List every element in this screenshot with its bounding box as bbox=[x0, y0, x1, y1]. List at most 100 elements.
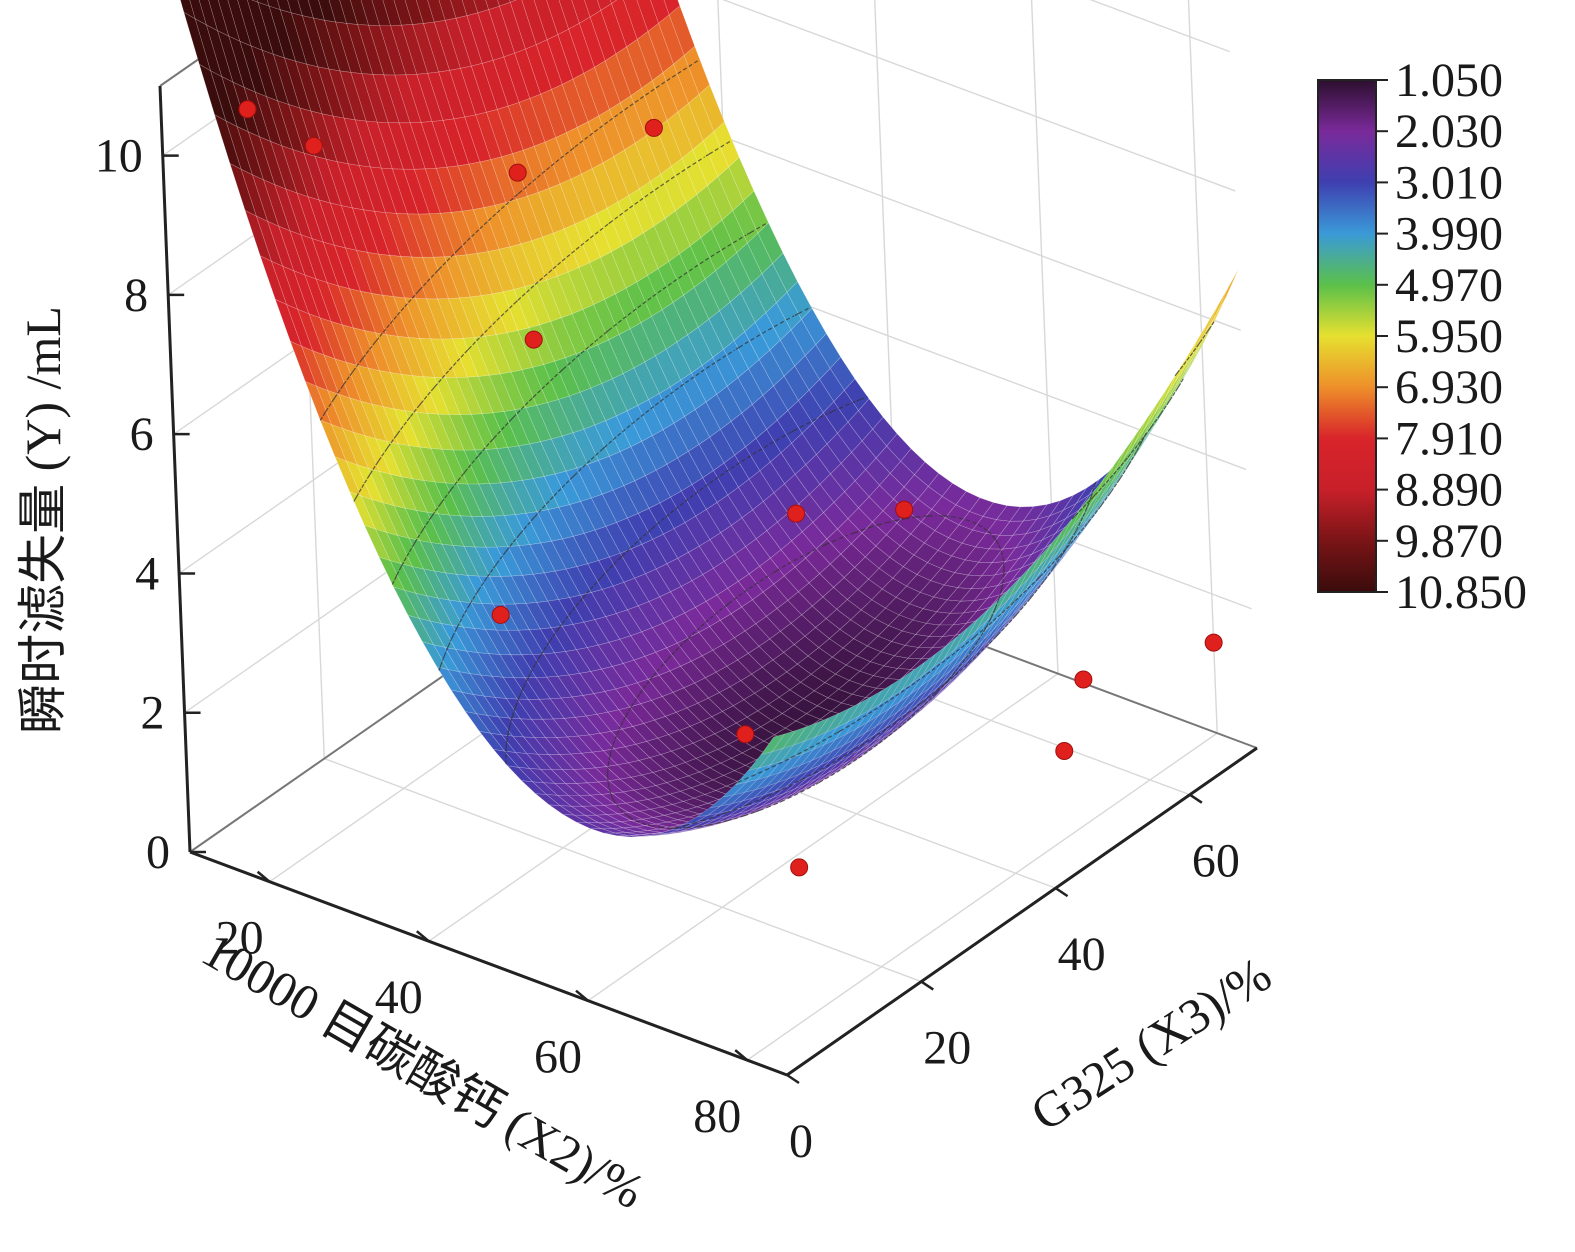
surface-patch bbox=[615, 46, 642, 97]
surface-patch bbox=[601, 585, 628, 614]
surface-patch bbox=[821, 656, 847, 675]
surface-patch bbox=[325, 158, 353, 209]
surface-patch bbox=[723, 454, 750, 488]
contour-line bbox=[505, 396, 1097, 829]
axis-tick bbox=[256, 870, 271, 883]
surface-patch bbox=[615, 410, 642, 448]
surface-patch bbox=[817, 753, 842, 774]
surface-patch bbox=[840, 693, 867, 707]
tick-labels: 0 2 4 6 8 10 20 40 60 80 0 20 40 60 bbox=[95, 130, 1240, 1168]
surface-patch bbox=[328, 0, 347, 24]
surface-patch bbox=[955, 491, 981, 512]
z-axis-label: 瞬时滤失量 (Y) /mL bbox=[15, 306, 71, 734]
surface-patch bbox=[364, 435, 392, 475]
surface-patch bbox=[804, 767, 830, 785]
surface-patch bbox=[448, 414, 476, 451]
surface-patch bbox=[815, 443, 842, 475]
surface-patch bbox=[730, 752, 757, 766]
surface-patch bbox=[677, 551, 704, 582]
surface-patch bbox=[617, 195, 644, 241]
surface-patch bbox=[283, 57, 312, 112]
surface-patch bbox=[687, 326, 714, 366]
surface-patch bbox=[561, 432, 589, 469]
surface-patch bbox=[477, 374, 505, 414]
surface-patch bbox=[716, 494, 743, 526]
surface-patch bbox=[651, 429, 678, 465]
colorbar-tick-label: 10.850 bbox=[1395, 566, 1527, 619]
surface-patch bbox=[1143, 389, 1167, 432]
axis-line bbox=[786, 746, 1258, 1077]
surface-patch bbox=[783, 365, 810, 401]
surface-patch bbox=[729, 292, 756, 333]
surface-patch bbox=[712, 775, 738, 787]
colorbar-tick-label: 1.050 bbox=[1395, 54, 1503, 107]
surface-patch bbox=[779, 622, 806, 645]
axis-tick bbox=[415, 930, 430, 943]
surface-patch bbox=[625, 801, 652, 812]
surface-patch bbox=[682, 797, 709, 808]
surface-patch bbox=[760, 719, 786, 736]
surface-patch bbox=[270, 260, 299, 310]
surface-patch bbox=[658, 386, 685, 424]
data-point bbox=[895, 500, 914, 519]
surface-patch bbox=[237, 0, 263, 51]
surface-patch bbox=[684, 409, 711, 445]
surface-patch bbox=[319, 419, 347, 462]
surface-patch bbox=[837, 680, 864, 695]
surface-patch bbox=[643, 719, 670, 739]
surface-patch bbox=[615, 609, 642, 637]
surface-patch bbox=[597, 455, 625, 491]
surface-patch bbox=[606, 201, 634, 247]
surface-patch bbox=[485, 0, 500, 10]
data-point bbox=[524, 330, 543, 349]
surface-patch bbox=[713, 813, 739, 824]
surface-patch bbox=[551, 83, 578, 133]
surface-patch bbox=[351, 207, 379, 255]
surface-patch bbox=[751, 666, 777, 687]
z-tick-label: 4 bbox=[135, 547, 159, 600]
surface-patch bbox=[693, 278, 720, 320]
surface-patch bbox=[601, 489, 628, 523]
surface-patch bbox=[644, 355, 671, 394]
surface-patch bbox=[214, 114, 242, 170]
surface-patch bbox=[641, 435, 668, 471]
surface-patch bbox=[612, 581, 639, 611]
surface-patch bbox=[521, 366, 548, 406]
colorbar-tick-label: 6.930 bbox=[1395, 361, 1503, 414]
z-tick-label: 10 bbox=[95, 130, 143, 183]
z-tick-label: 0 bbox=[146, 826, 170, 879]
surface-patch bbox=[744, 321, 771, 361]
surface-patch bbox=[1055, 526, 1080, 561]
surface-patch bbox=[698, 436, 725, 471]
surface-patch bbox=[506, 765, 534, 783]
surface-patch bbox=[514, 512, 542, 545]
surface-patch bbox=[800, 744, 825, 766]
grid-line bbox=[746, 732, 1218, 1061]
surface-patch bbox=[227, 0, 252, 47]
data-point bbox=[508, 163, 527, 182]
y-tick-label: 60 bbox=[1192, 835, 1240, 888]
surface-patch bbox=[634, 573, 661, 602]
surface-patch bbox=[568, 22, 595, 74]
surface-patch bbox=[521, 478, 549, 512]
surface-patch bbox=[534, 793, 562, 806]
surface-patch bbox=[677, 450, 704, 485]
surface-patch bbox=[613, 746, 640, 764]
surface-patch bbox=[923, 530, 949, 551]
data-point bbox=[1074, 670, 1093, 689]
surface-patch bbox=[251, 0, 259, 3]
surface-patch bbox=[402, 168, 430, 215]
surface-patch bbox=[575, 782, 602, 796]
x-tick-label: 60 bbox=[534, 1031, 582, 1084]
surface-patch bbox=[277, 0, 292, 14]
surface-patch bbox=[250, 45, 278, 102]
surface-patch bbox=[661, 302, 688, 343]
surface-patch bbox=[547, 599, 574, 627]
surface-patch bbox=[1017, 539, 1043, 560]
y-tick-label: 40 bbox=[1058, 928, 1106, 981]
surface-patch bbox=[636, 830, 662, 835]
surface-patch bbox=[840, 543, 866, 568]
contour-line bbox=[438, 306, 1148, 783]
surface-patch bbox=[363, 524, 391, 561]
